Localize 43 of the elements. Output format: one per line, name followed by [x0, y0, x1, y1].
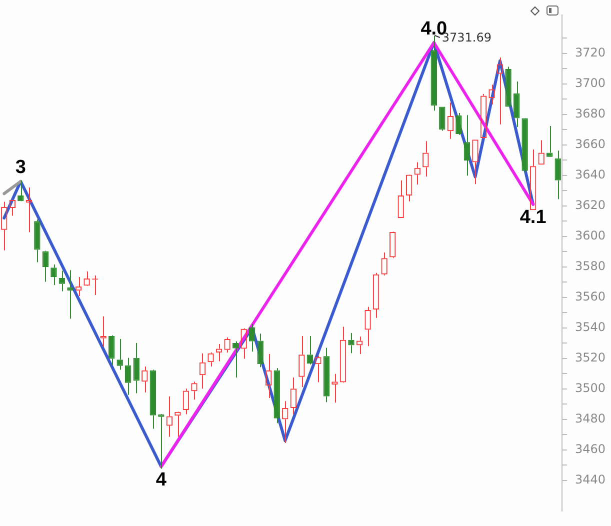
y-tick-label: 3440 — [575, 472, 606, 486]
y-tick-label: 3720 — [575, 45, 606, 60]
candlestick — [232, 340, 239, 378]
y-tick-label: 3600 — [575, 228, 606, 242]
candlestick — [58, 270, 66, 292]
y-tick-label: 3680 — [575, 106, 606, 120]
candlestick — [554, 150, 561, 200]
y-tick-label: 3460 — [575, 442, 606, 456]
y-tick-label: 3620 — [575, 198, 606, 212]
candlestick — [257, 333, 264, 368]
y-tick-label: 3580 — [575, 258, 606, 273]
candlestick — [464, 114, 470, 176]
candlestick — [248, 324, 256, 352]
candlestick — [18, 180, 24, 202]
y-tick-label: 3500 — [575, 380, 606, 395]
candlestick — [522, 118, 528, 173]
candlestick — [67, 270, 74, 320]
y-tick-label: 3700 — [575, 76, 606, 90]
y-tick-label: 3660 — [575, 136, 606, 151]
candlestick — [456, 112, 462, 136]
annotation: 4 — [156, 469, 167, 490]
y-tick-label: 3560 — [575, 289, 606, 304]
candlestick — [158, 414, 164, 470]
candlestick — [323, 347, 330, 403]
y-tick-label: 3540 — [575, 320, 606, 334]
annotation: 3 — [15, 157, 26, 178]
candlestick — [274, 368, 280, 424]
y-tick-label: 3520 — [575, 350, 606, 364]
candlestick — [505, 66, 512, 107]
candlestick — [34, 219, 40, 263]
candlestick — [42, 251, 49, 282]
candlestick — [430, 34, 437, 112]
candlestick — [348, 332, 354, 354]
y-tick-label: 3480 — [575, 411, 606, 426]
candlestick — [546, 126, 553, 157]
y-tick-label: 3640 — [575, 167, 606, 182]
candlestick — [116, 338, 123, 370]
candlestick — [133, 342, 140, 394]
candlestick — [513, 81, 520, 128]
candlestick — [125, 357, 132, 396]
candlestick — [439, 106, 446, 132]
candlestick — [150, 370, 156, 430]
annotation: 4.1 — [520, 207, 547, 228]
